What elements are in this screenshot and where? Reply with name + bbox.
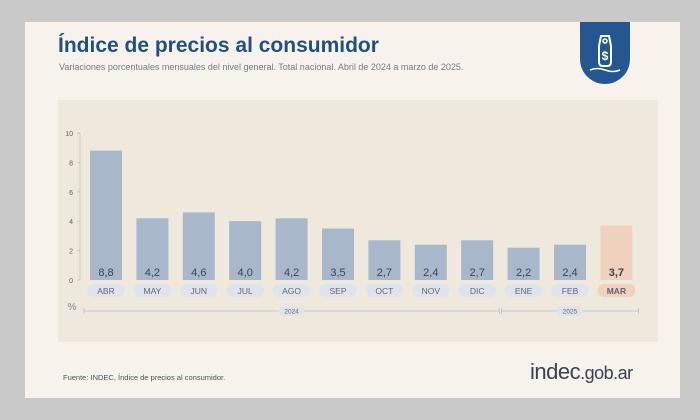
year-label: 2024 [284, 309, 299, 316]
bar [275, 218, 308, 280]
x-tick-label: MAR [607, 286, 626, 296]
x-tick-label: NOV [422, 286, 441, 296]
y-axis-unit: % [68, 302, 77, 313]
indec-badge: $ [580, 22, 630, 84]
category-chip [272, 284, 311, 297]
y-tick-label: 8 [69, 160, 73, 167]
year-chip [557, 306, 583, 316]
chart-card: Índice de precios al consumidor Variacio… [25, 22, 680, 398]
category-chip [365, 284, 404, 297]
bar-value-label: 4,2 [284, 267, 299, 279]
category-chip [226, 284, 265, 297]
bar [461, 240, 494, 280]
bar-value-label: 3,5 [330, 267, 345, 279]
bar [322, 228, 354, 280]
category-chip [133, 284, 172, 297]
bar-value-label: 3,7 [609, 267, 624, 279]
bar [90, 150, 122, 280]
y-tick-label: 2 [69, 249, 73, 256]
category-chip [319, 284, 357, 297]
bar [554, 244, 586, 280]
bar [182, 212, 215, 280]
x-tick-label: JUL [238, 286, 253, 296]
bar-value-label: 2,4 [562, 267, 577, 279]
year-label: 2025 [563, 309, 578, 316]
y-tick-label: 6 [69, 190, 73, 197]
category-chip [504, 284, 543, 297]
brand-main: indec [530, 359, 581, 384]
bar-value-label: 4,2 [145, 267, 160, 279]
source-note: Fuente: INDEC, Índice de precios al cons… [63, 373, 226, 382]
indec-logo: indec.gob.ar [530, 359, 633, 385]
y-tick-label: 0 [69, 278, 73, 285]
year-chip [278, 306, 305, 316]
category-chip [179, 284, 218, 297]
x-tick-label: AGO [282, 286, 301, 296]
bar-value-label: 2,4 [423, 267, 438, 279]
bar [507, 247, 540, 280]
category-chip [551, 284, 589, 297]
y-tick-label: 10 [65, 131, 73, 138]
bar-value-label: 2,2 [516, 267, 531, 279]
bar-value-label: 4,6 [191, 267, 206, 279]
chart-title: Índice de precios al consumidor [58, 34, 379, 57]
x-tick-label: DIC [470, 286, 485, 296]
price-tag-dollar-icon: $ [589, 35, 621, 73]
bar [136, 218, 169, 280]
category-chip [87, 284, 125, 297]
bar-value-label: 2,7 [377, 267, 392, 279]
bar [414, 244, 447, 280]
x-tick-label: ENE [515, 286, 533, 296]
bar [600, 225, 633, 280]
category-chip [411, 284, 450, 297]
x-tick-label: MAY [144, 286, 162, 296]
category-chip [597, 284, 636, 297]
bar-value-label: 4,0 [238, 267, 253, 279]
svg-text:$: $ [602, 49, 609, 63]
chart-subtitle: Variaciones porcentuales mensuales del n… [59, 62, 464, 72]
bar [229, 221, 262, 280]
x-tick-label: SEP [329, 286, 346, 296]
brand-suffix: .gob.ar [580, 363, 633, 383]
x-tick-label: JUN [191, 286, 208, 296]
x-tick-label: OCT [375, 286, 393, 296]
x-tick-label: FEB [562, 286, 579, 296]
x-tick-label: ABR [97, 286, 114, 296]
bar-chart: 0 2 4 6 8 10% 8,8 ABR 4,2 MAY 4,6 JUN 4,0 JUL 4,2 AGO 3,… [65, 131, 639, 316]
bar-value-label: 8,8 [98, 267, 113, 279]
bar [368, 240, 401, 280]
y-tick-label: 4 [69, 219, 73, 226]
category-chip [458, 284, 497, 297]
bar-value-label: 2,7 [470, 267, 485, 279]
